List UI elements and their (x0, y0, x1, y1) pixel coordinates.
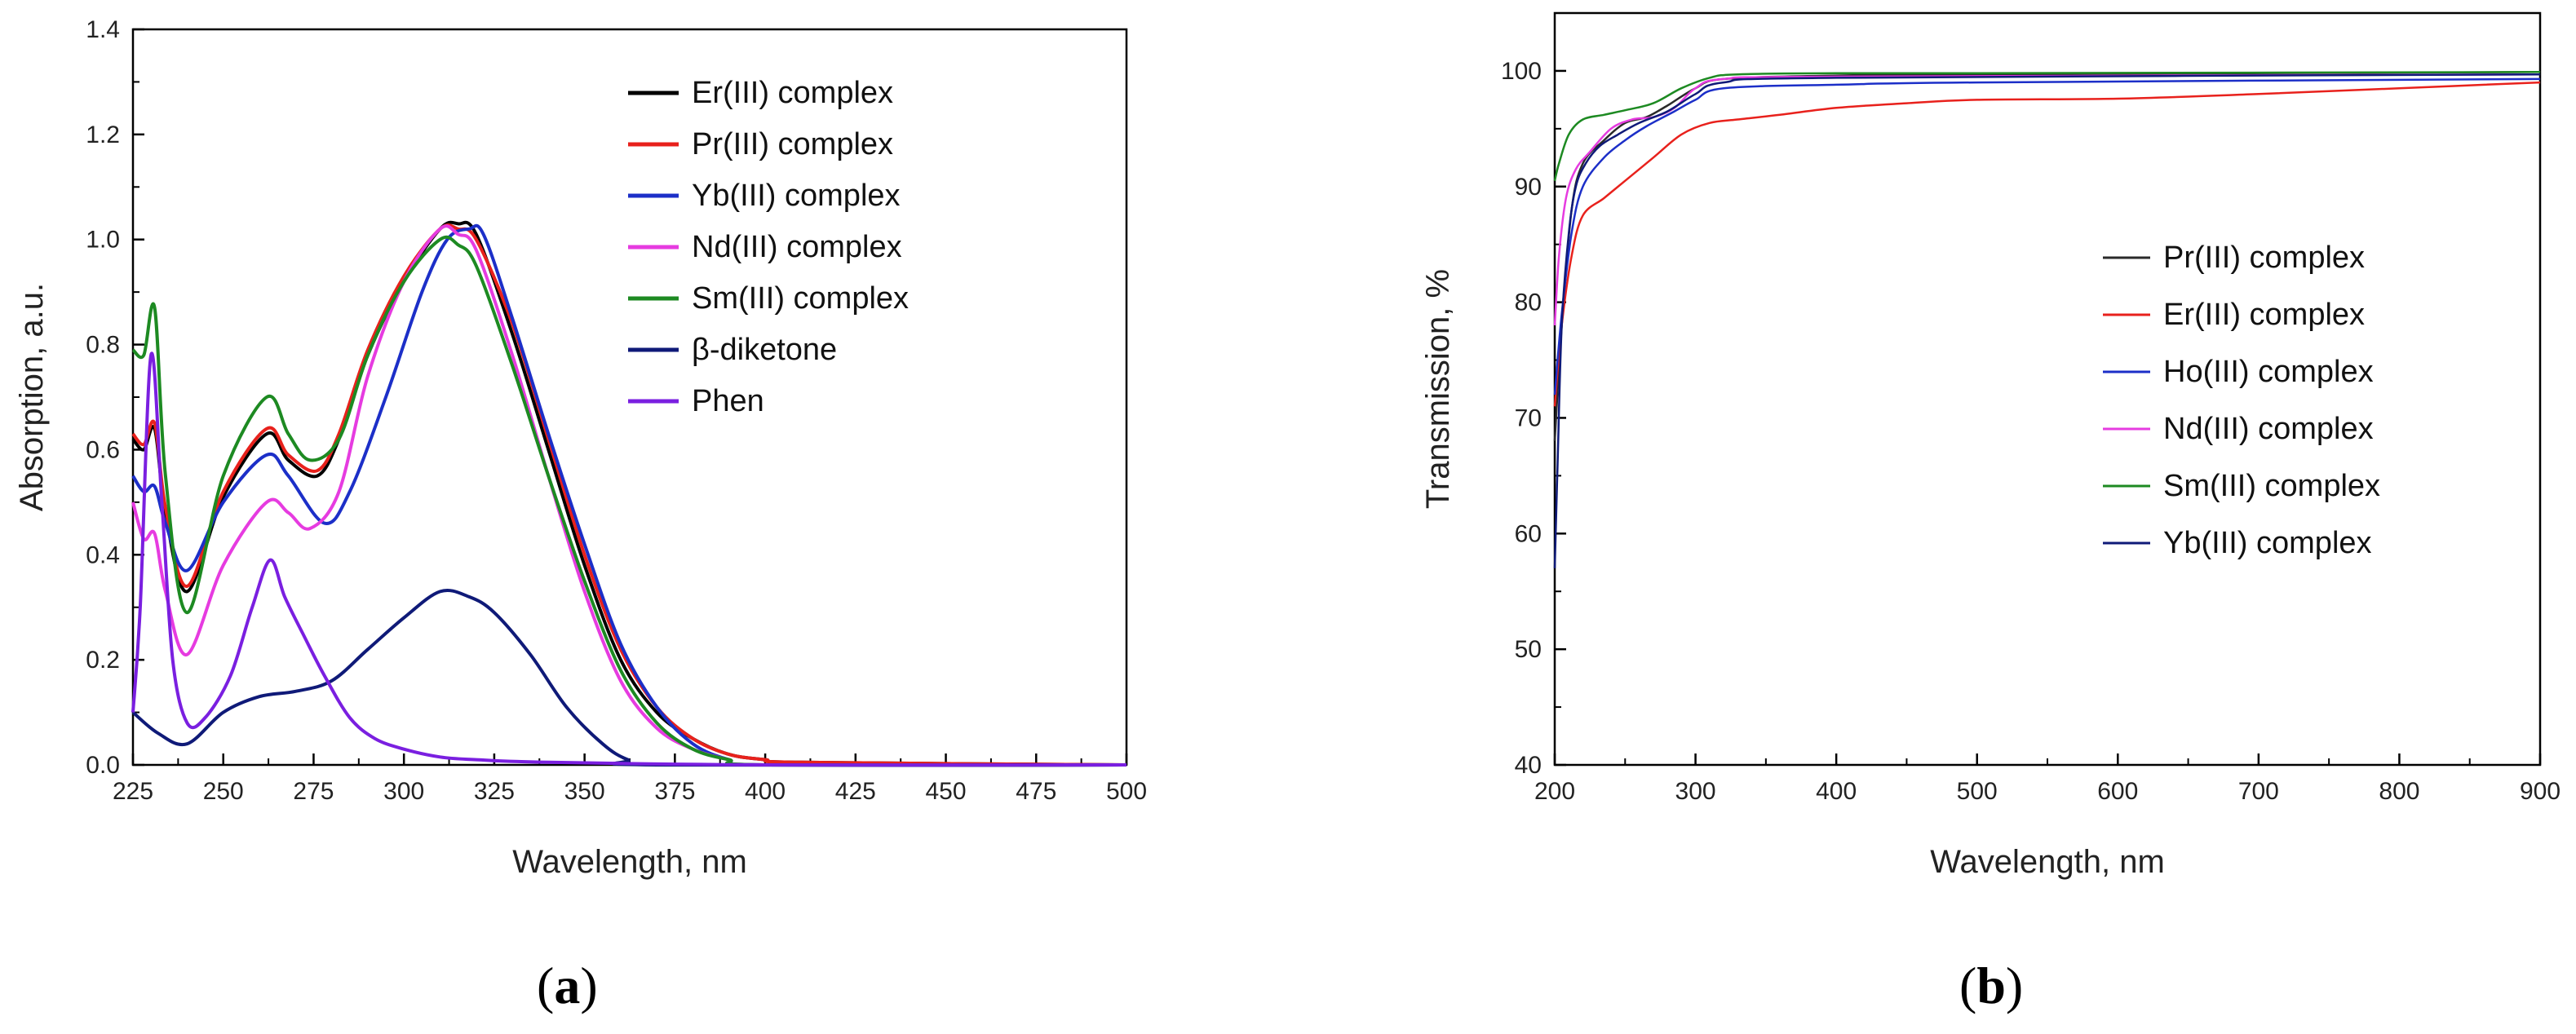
legend-label: Pr(III) complex (692, 127, 893, 161)
chart-b-series (1553, 71, 2541, 568)
legend-item-ho-iii-complex: Ho(III) complex (2103, 355, 2374, 389)
series-line-yb-iii-complex (1553, 73, 2541, 568)
series-line-nd-iii-complex (1553, 73, 2541, 326)
legend-label: Nd(III) complex (692, 230, 902, 264)
series-line-yb-iii-complex (131, 223, 1127, 767)
chart-a-legend: Er(III) complex Pr(III) complex Yb(III) co… (628, 76, 909, 418)
x-tick-label: 800 (2379, 778, 2419, 805)
y-tick-label: 70 (1515, 404, 1542, 431)
y-tick-label: 0.8 (86, 332, 120, 359)
x-tick-label: 300 (1675, 778, 1716, 805)
legend-label: Ho(III) complex (2163, 355, 2374, 389)
x-tick-label: 300 (383, 778, 424, 805)
x-tick-label: 275 (293, 778, 334, 805)
chart-b-panel-label: (b) (1959, 957, 2023, 1014)
chart-a-ticks: 225 250 275 300 325 350 375 400 425 450 475 500 0.0 0… (86, 16, 1147, 805)
x-tick-label: 900 (2520, 778, 2561, 805)
legend-label: Nd(III) complex (2163, 412, 2374, 446)
y-tick-label: 1.2 (86, 122, 120, 148)
y-tick-label: 40 (1515, 752, 1542, 779)
chart-a-absorption: 225 250 275 300 325 350 375 400 425 450 475 500 0.0 0… (14, 16, 1147, 1014)
svg-text:(b): (b) (1959, 957, 2023, 1014)
legend-item-nd-iii-complex: Nd(III) complex (2103, 412, 2374, 446)
x-tick-label: 700 (2238, 778, 2279, 805)
series-line-phen (131, 351, 1127, 767)
y-tick-label: 1.0 (86, 227, 120, 254)
legend-label: β-diketone (692, 333, 837, 367)
chart-a-series (131, 220, 1127, 767)
series-line-sm-iii-complex (131, 235, 1127, 767)
legend-label: Pr(III) complex (2163, 241, 2365, 275)
legend-item-er-iii-complex: Er(III) complex (2103, 298, 2365, 332)
y-tick-label: 0.4 (86, 541, 120, 568)
chart-b-legend: Pr(III) complex Er(III) complex Ho(III) co… (2103, 241, 2380, 560)
series-line-sm-iii-complex (1553, 71, 2541, 182)
y-tick-label: 0.6 (86, 436, 120, 463)
x-tick-label: 500 (1957, 778, 1998, 805)
x-tick-label: 425 (835, 778, 876, 805)
x-tick-label: 200 (1534, 778, 1575, 805)
chart-b-ticks: 200 300 400 500 600 700 800 900 40 50 60 70 80 90 100 (1501, 12, 2561, 805)
legend-item-nd-iii-complex: Nd(III) complex (628, 230, 902, 264)
series-line-pr-iii-complex (131, 223, 1127, 767)
series-line-ho-iii-complex (1553, 77, 2541, 395)
x-tick-label: 225 (113, 778, 153, 805)
chart-a-panel-label: (a) (537, 957, 598, 1014)
y-tick-label: 0.2 (86, 647, 120, 674)
legend-item-diketone: β-diketone (628, 333, 837, 367)
legend-item-sm-iii-complex: Sm(III) complex (628, 281, 909, 316)
x-tick-label: 400 (1816, 778, 1857, 805)
legend-label: Sm(III) complex (2163, 469, 2380, 503)
x-tick-label: 450 (926, 778, 967, 805)
chart-b-y-axis-label: Transmission, % (1420, 269, 1456, 509)
chart-a-plot-frame (131, 28, 1128, 767)
y-tick-label: 60 (1515, 520, 1542, 547)
chart-a-x-axis-label: Wavelength, nm (512, 844, 747, 880)
y-tick-label: 1.4 (86, 16, 120, 43)
chart-a-panel-letter: a (554, 957, 580, 1014)
y-tick-label: 90 (1515, 174, 1542, 201)
legend-label: Phen (692, 384, 764, 418)
chart-b-transmission: 200 300 400 500 600 700 800 900405060708090100 … (1420, 11, 2561, 1014)
legend-label: Yb(III) complex (2163, 526, 2372, 560)
legend-item-pr-iii-complex: Pr(III) complex (628, 127, 893, 161)
legend-item-yb-iii-complex: Yb(III) complex (2103, 526, 2372, 560)
legend-label: Sm(III) complex (692, 281, 909, 316)
x-tick-label: 600 (2097, 778, 2138, 805)
y-tick-label: 0.0 (86, 752, 120, 779)
legend-label: Er(III) complex (692, 76, 893, 110)
y-tick-label: 50 (1515, 636, 1542, 663)
svg-text:(a): (a) (537, 957, 598, 1014)
series-line-er-iii-complex (1553, 81, 2541, 407)
series-line-pr-iii-complex (1553, 71, 2541, 441)
legend-item-yb-iii-complex: Yb(III) complex (628, 179, 901, 213)
x-tick-label: 250 (203, 778, 244, 805)
legend-item-er-iii-complex: Er(III) complex (628, 76, 893, 110)
y-tick-label: 100 (1501, 58, 1542, 85)
legend-item-phen: Phen (628, 384, 764, 418)
x-tick-label: 375 (654, 778, 695, 805)
x-tick-label: 350 (564, 778, 605, 805)
chart-b-x-axis-label: Wavelength, nm (1930, 844, 2165, 880)
x-tick-label: 400 (745, 778, 786, 805)
legend-label: Er(III) complex (2163, 298, 2365, 332)
x-tick-label: 475 (1016, 778, 1056, 805)
y-tick-label: 80 (1515, 289, 1542, 316)
legend-item-sm-iii-complex: Sm(III) complex (2103, 469, 2380, 503)
chart-a-y-axis-label: Absorption, a.u. (14, 283, 50, 511)
x-tick-label: 500 (1106, 778, 1147, 805)
legend-item-pr-iii-complex: Pr(III) complex (2103, 241, 2365, 275)
legend-label: Yb(III) complex (692, 179, 901, 213)
chart-b-panel-letter: b (1976, 957, 2006, 1014)
x-tick-label: 325 (474, 778, 515, 805)
